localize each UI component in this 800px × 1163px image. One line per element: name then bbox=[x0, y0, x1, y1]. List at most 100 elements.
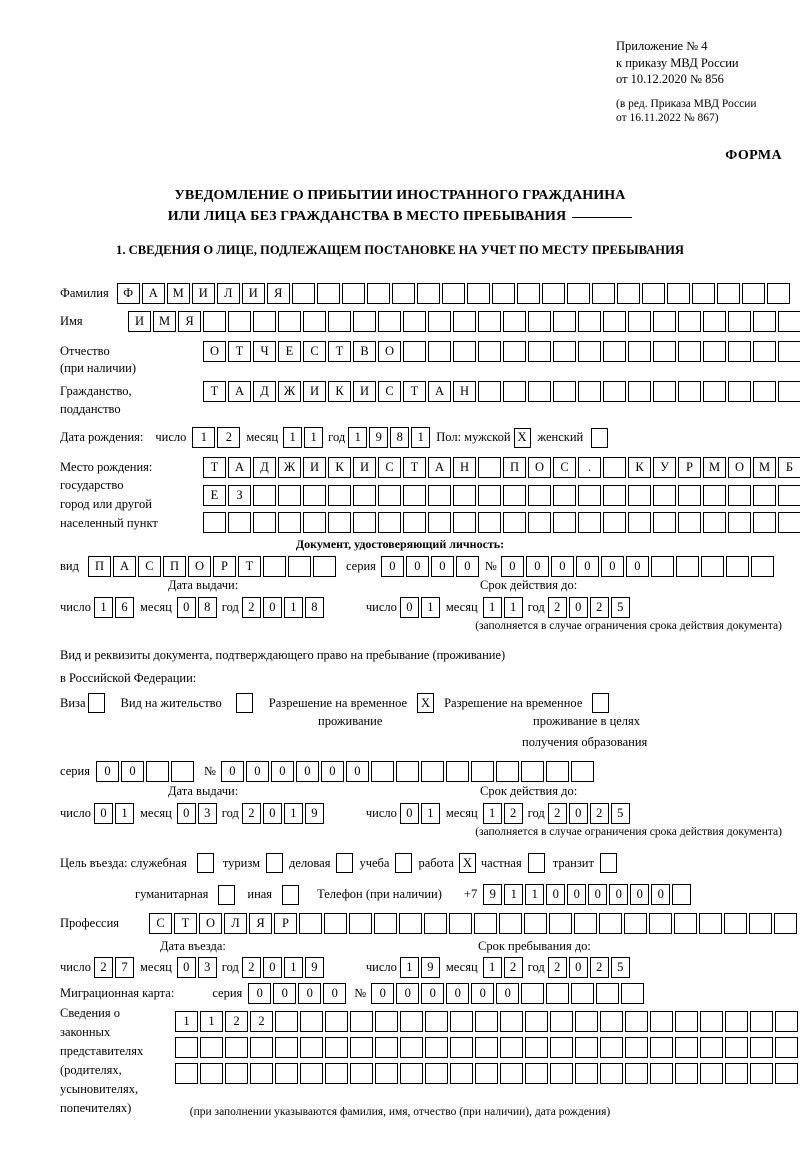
char-cell[interactable] bbox=[574, 913, 597, 934]
char-cell[interactable]: Т bbox=[174, 913, 197, 934]
char-cell[interactable] bbox=[450, 1063, 473, 1084]
char-cell[interactable] bbox=[328, 512, 351, 533]
char-cell[interactable] bbox=[225, 1037, 248, 1058]
purpose-private-checkbox[interactable] bbox=[527, 853, 545, 873]
char-cell[interactable] bbox=[678, 381, 701, 402]
char-cell[interactable]: Я bbox=[266, 283, 290, 304]
char-cell[interactable]: П bbox=[87, 556, 111, 577]
char-cell[interactable] bbox=[700, 1011, 723, 1032]
char-cell[interactable] bbox=[300, 1011, 323, 1032]
char-cell[interactable] bbox=[603, 485, 626, 506]
char-cell[interactable] bbox=[575, 1011, 598, 1032]
char-cell[interactable] bbox=[728, 311, 751, 332]
char-cell[interactable]: 1 bbox=[283, 957, 303, 978]
char-cell[interactable] bbox=[428, 311, 451, 332]
char-cell[interactable]: 0 bbox=[245, 761, 269, 782]
char-cell[interactable]: Л bbox=[224, 913, 247, 934]
char-cell[interactable] bbox=[445, 761, 469, 782]
char-cell[interactable] bbox=[728, 485, 751, 506]
char-cell[interactable] bbox=[753, 485, 776, 506]
temp-residence-checkbox[interactable]: X bbox=[417, 693, 435, 713]
char-cell[interactable]: 2 bbox=[547, 803, 567, 824]
char-cell[interactable] bbox=[750, 1063, 773, 1084]
char-cell[interactable]: 1 bbox=[482, 597, 502, 618]
char-cell[interactable] bbox=[495, 761, 519, 782]
char-cell[interactable] bbox=[250, 1037, 273, 1058]
char-cell[interactable] bbox=[145, 761, 169, 782]
char-cell[interactable] bbox=[503, 485, 526, 506]
char-cell[interactable] bbox=[628, 381, 651, 402]
char-cell[interactable] bbox=[625, 1037, 648, 1058]
char-cell[interactable]: 1 bbox=[482, 957, 502, 978]
char-cell[interactable] bbox=[625, 1063, 648, 1084]
char-cell[interactable] bbox=[653, 512, 676, 533]
char-cell[interactable]: 1 bbox=[525, 884, 545, 905]
char-cell[interactable]: 0 bbox=[446, 983, 470, 1004]
char-cell[interactable]: М bbox=[166, 283, 190, 304]
char-cell[interactable]: О bbox=[378, 341, 401, 362]
char-cell[interactable] bbox=[200, 1063, 223, 1084]
char-cell[interactable]: Е bbox=[278, 341, 301, 362]
char-cell[interactable]: Ж bbox=[278, 457, 301, 478]
char-cell[interactable] bbox=[441, 283, 465, 304]
char-cell[interactable] bbox=[287, 556, 311, 577]
char-cell[interactable] bbox=[541, 283, 565, 304]
purpose-work-checkbox[interactable]: X bbox=[458, 853, 476, 873]
char-cell[interactable] bbox=[570, 761, 594, 782]
char-cell[interactable] bbox=[403, 341, 426, 362]
char-cell[interactable] bbox=[350, 1011, 373, 1032]
purpose-study-checkbox[interactable] bbox=[395, 853, 413, 873]
char-cell[interactable] bbox=[675, 1063, 698, 1084]
temp-residence-edu-checkbox[interactable] bbox=[592, 693, 610, 713]
char-cell[interactable]: 8 bbox=[390, 427, 410, 448]
char-cell[interactable] bbox=[503, 381, 526, 402]
char-cell[interactable] bbox=[299, 913, 322, 934]
char-cell[interactable] bbox=[428, 485, 451, 506]
char-cell[interactable] bbox=[545, 761, 569, 782]
char-cell[interactable] bbox=[478, 311, 501, 332]
char-cell[interactable]: 1 bbox=[192, 427, 216, 448]
char-cell[interactable]: О bbox=[187, 556, 211, 577]
char-cell[interactable]: 0 bbox=[567, 884, 587, 905]
char-cell[interactable] bbox=[403, 485, 426, 506]
char-cell[interactable]: 0 bbox=[630, 884, 650, 905]
char-cell[interactable] bbox=[324, 913, 347, 934]
char-cell[interactable]: 0 bbox=[430, 556, 454, 577]
char-cell[interactable] bbox=[728, 341, 751, 362]
char-cell[interactable]: Б bbox=[778, 457, 800, 478]
char-cell[interactable]: С bbox=[378, 457, 401, 478]
char-cell[interactable]: 0 bbox=[525, 556, 549, 577]
char-cell[interactable]: Т bbox=[228, 341, 251, 362]
char-cell[interactable] bbox=[750, 556, 774, 577]
char-cell[interactable] bbox=[750, 1037, 773, 1058]
char-cell[interactable]: 2 bbox=[225, 1011, 248, 1032]
char-cell[interactable] bbox=[578, 341, 601, 362]
char-cell[interactable] bbox=[575, 1037, 598, 1058]
char-cell[interactable] bbox=[253, 485, 276, 506]
char-cell[interactable] bbox=[649, 913, 672, 934]
char-cell[interactable] bbox=[175, 1063, 198, 1084]
char-cell[interactable]: 2 bbox=[250, 1011, 273, 1032]
char-cell[interactable] bbox=[300, 1063, 323, 1084]
char-cell[interactable]: 1 bbox=[304, 427, 324, 448]
char-cell[interactable] bbox=[475, 1063, 498, 1084]
char-cell[interactable] bbox=[520, 761, 544, 782]
char-cell[interactable] bbox=[416, 283, 440, 304]
char-cell[interactable]: 1 bbox=[420, 803, 440, 824]
purpose-other-checkbox[interactable] bbox=[282, 884, 300, 905]
char-cell[interactable] bbox=[578, 512, 601, 533]
char-cell[interactable]: 0 bbox=[262, 803, 282, 824]
char-cell[interactable]: Я bbox=[249, 913, 272, 934]
char-cell[interactable]: К bbox=[328, 457, 351, 478]
char-cell[interactable] bbox=[353, 311, 376, 332]
char-cell[interactable] bbox=[578, 381, 601, 402]
char-cell[interactable] bbox=[628, 485, 651, 506]
char-cell[interactable] bbox=[325, 1063, 348, 1084]
char-cell[interactable] bbox=[425, 1063, 448, 1084]
char-cell[interactable] bbox=[300, 1037, 323, 1058]
char-cell[interactable]: Ф bbox=[116, 283, 140, 304]
char-cell[interactable] bbox=[275, 1011, 298, 1032]
char-cell[interactable] bbox=[528, 381, 551, 402]
char-cell[interactable] bbox=[349, 913, 372, 934]
char-cell[interactable] bbox=[525, 1063, 548, 1084]
